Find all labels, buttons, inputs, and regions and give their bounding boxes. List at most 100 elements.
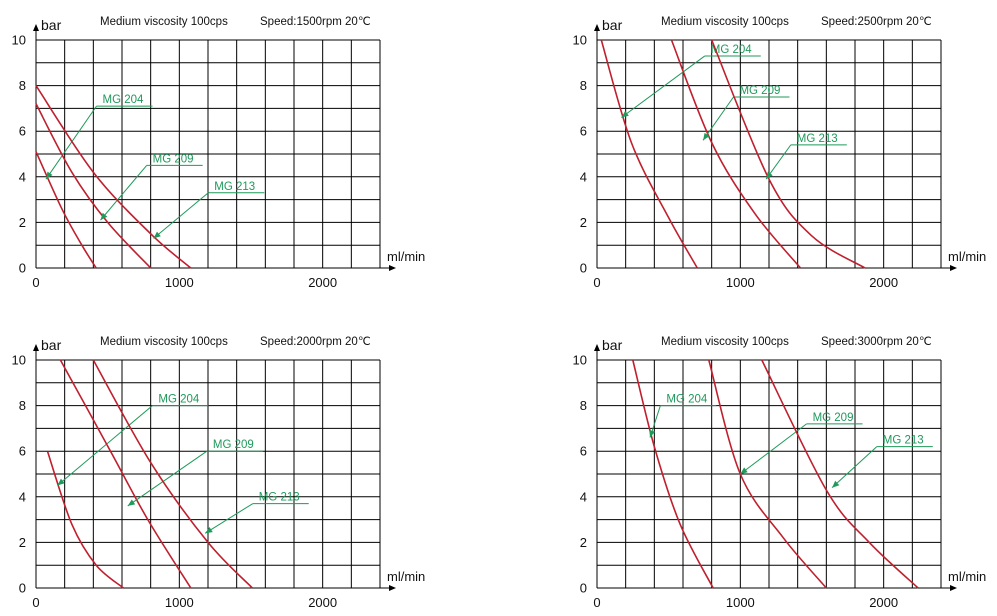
y-tick-label: 2 [580,535,587,550]
y-tick-label: 0 [580,261,587,276]
annotation-arrow-icon [153,231,161,239]
y-tick-label: 8 [19,78,26,93]
annotation-leader-line [100,165,148,221]
y-tick-label: 6 [580,444,587,459]
annotation-leader-line [45,105,97,180]
series-curve [35,103,152,269]
y-tick-label: 10 [573,33,587,48]
series-label: MG 204 [711,44,753,56]
series-mg-213: MG 213 [761,359,933,589]
y-tick-label: 8 [580,78,587,93]
y-axis-label: bar [602,17,623,33]
x-axis-label: ml/min [387,569,425,584]
annotation-leader-line [153,192,209,239]
x-tick-label: 2000 [869,595,898,610]
chart-speed-label: Speed:2000rpm 20℃ [260,336,371,348]
annotation-arrow-icon [57,478,65,486]
x-tick-label: 2000 [308,595,337,610]
series-label: MG 204 [158,394,200,406]
y-axis-label: bar [41,17,62,33]
y-tick-label: 6 [19,444,26,459]
x-axis-label: ml/min [948,249,986,264]
annotation-arrow-icon [621,110,629,118]
chart-panel-1: 0 2 4 6 8 10 0 1000 2000 bar ml/min Medium viscosit… [12,16,426,290]
series-curve [670,39,802,269]
y-tick-label: 6 [19,124,26,139]
annotation-leader-line [57,405,153,486]
series-label: MG 213 [883,435,924,447]
y-tick-label: 2 [19,535,26,550]
x-axis-label: ml/min [387,249,425,264]
series-mg-209: MG 209 [59,359,263,589]
series-curve [710,39,866,269]
chart-title: Medium viscosity 100cps [100,16,228,28]
series-mg-213: MG 213 [710,39,866,269]
annotation-leader-line [702,96,734,141]
series-label: MG 204 [666,394,708,406]
annotation-leader-line [740,423,807,475]
annotation-arrow-icon [205,527,213,534]
x-tick-label: 0 [593,595,600,610]
series-curve [35,85,192,269]
x-axis-label: ml/min [948,569,986,584]
y-tick-label: 10 [12,353,26,368]
series-curve [92,359,253,589]
y-tick-label: 0 [580,581,587,596]
x-tick-label: 0 [32,595,39,610]
x-tick-label: 1000 [165,275,194,290]
chart-title: Medium viscosity 100cps [661,16,789,28]
x-axis-arrow-icon [389,585,396,591]
chart-speed-label: Speed:1500rpm 20℃ [260,16,371,28]
annotation-arrow-icon [649,429,655,438]
y-axis-label: bar [41,337,62,353]
series-curve [632,359,714,589]
grid [35,39,381,269]
chart-panel-4: 0 2 4 6 8 10 0 1000 2000 bar ml/min Medium viscosit… [573,336,987,610]
y-tick-label: 10 [12,33,26,48]
series-mg-204: MG 204 [632,359,717,589]
y-tick-label: 6 [580,124,587,139]
annotation-leader-line [621,55,706,118]
series-label: MG 213 [797,133,838,145]
y-tick-label: 4 [580,169,587,184]
x-tick-label: 0 [32,275,39,290]
series-mg-209: MG 209 [670,39,802,269]
annotation-arrow-icon [766,171,773,180]
y-tick-label: 2 [580,215,587,230]
series-label: MG 213 [214,181,255,193]
series-curve [708,359,827,589]
y-tick-label: 8 [19,398,26,413]
y-axis-arrow-icon [33,344,39,351]
series-label: MG 204 [103,94,145,106]
x-axis-arrow-icon [950,585,957,591]
series-mg-204: MG 204 [46,394,209,589]
annotation-leader-line [765,144,792,180]
y-tick-label: 8 [580,398,587,413]
annotation-arrow-icon [740,467,748,474]
series-label: MG 209 [739,85,780,97]
y-axis-label: bar [602,337,623,353]
x-tick-label: 1000 [165,595,194,610]
series-mg-204: MG 204 [600,39,761,269]
chart-speed-label: Speed:2500rpm 20℃ [821,16,932,28]
series-label: MG 213 [259,492,300,504]
series-curve [59,359,192,589]
y-tick-label: 4 [19,489,26,504]
chart-panel-2: 0 2 4 6 8 10 0 1000 2000 bar ml/min Medium viscosit… [573,16,987,290]
y-axis-arrow-icon [594,344,600,351]
grid [596,39,942,269]
annotation-leader-line [831,446,878,489]
annotation-leader-line [204,503,253,534]
x-tick-label: 1000 [726,595,755,610]
chart-title: Medium viscosity 100cps [100,336,228,348]
series-label: MG 209 [213,439,254,451]
annotation-leader-line [127,450,208,507]
series-curve [600,39,698,269]
series-curve [35,151,97,269]
x-axis-arrow-icon [950,265,957,271]
series-curve [46,450,124,589]
annotation-arrow-icon [127,499,136,506]
series-curve [761,359,919,589]
x-tick-label: 1000 [726,275,755,290]
